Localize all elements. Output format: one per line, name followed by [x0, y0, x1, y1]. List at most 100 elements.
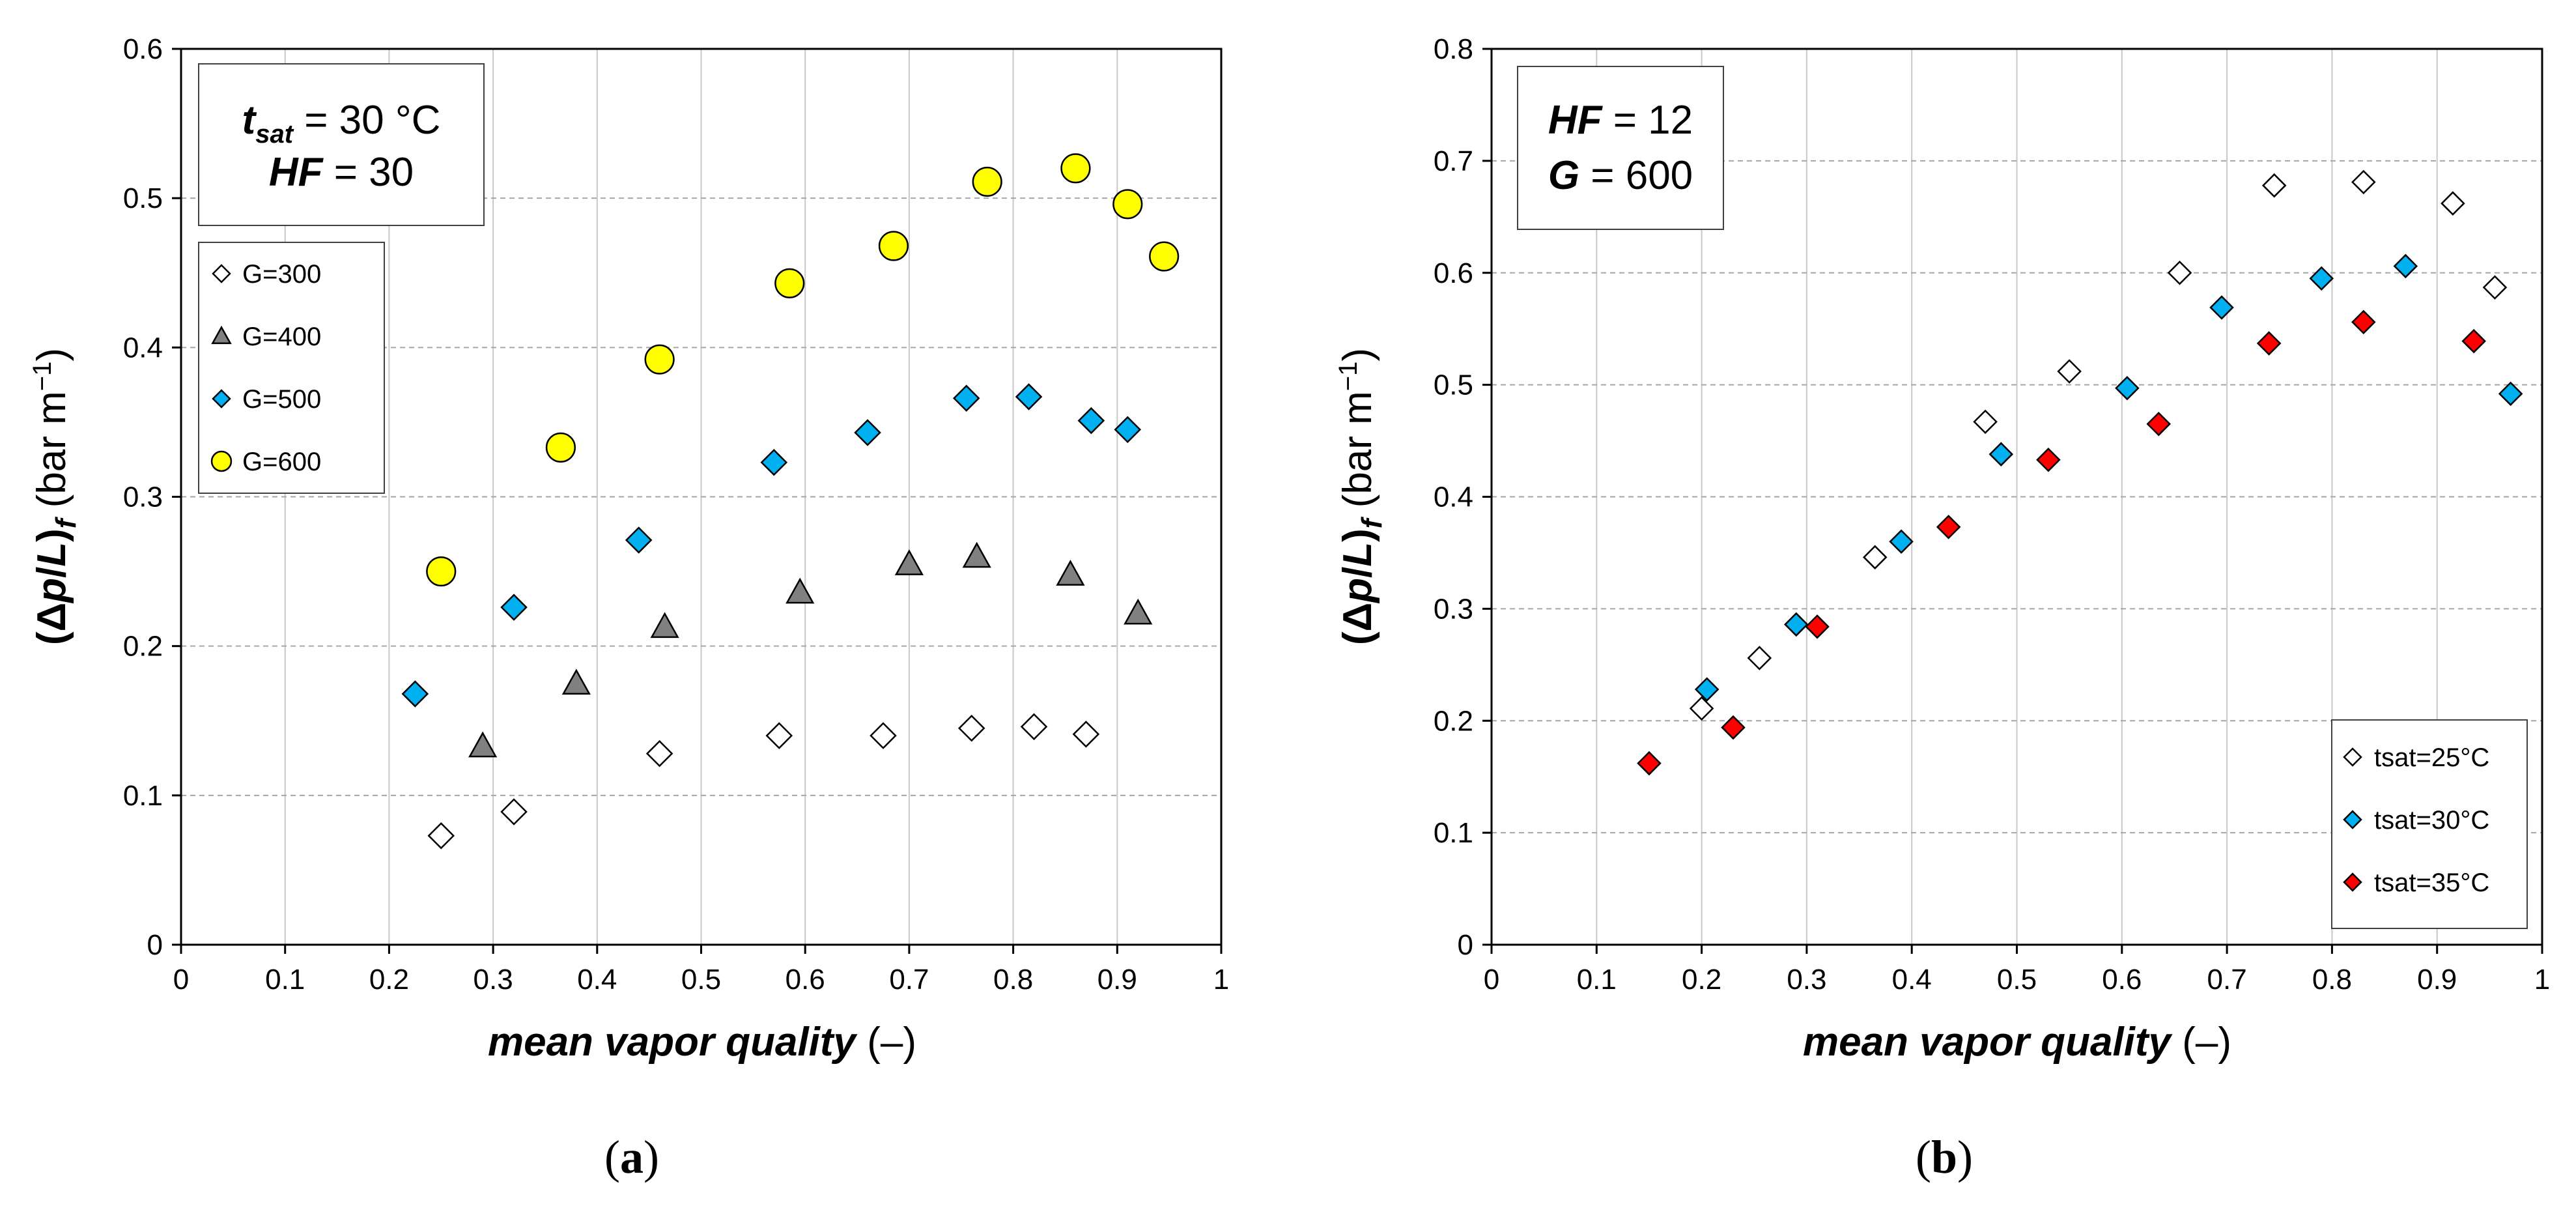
y-tick-label: 0.1	[123, 780, 163, 812]
data-point-tsat-30-c-b	[1784, 612, 1809, 637]
info-box-b: HF = 12 G = 600	[1517, 66, 1724, 230]
info-value-hf-a: = 30	[323, 150, 414, 195]
legend-marker-tsat-30-c-b	[2343, 810, 2362, 829]
y-tick-label: 0.8	[1434, 33, 1473, 65]
x-tick-label: 0.8	[993, 964, 1033, 996]
x-axis-title-b: mean vapor quality (–)	[1803, 1020, 2231, 1065]
data-point-g-300-a	[1020, 713, 1048, 741]
data-point-g-500-a	[401, 680, 429, 708]
data-point-g-300-a	[427, 822, 455, 850]
x-tick-label: 0.5	[1997, 964, 2037, 996]
data-point-tsat-35-c-b	[1936, 515, 1961, 539]
data-point-g-400-a	[561, 668, 591, 695]
info-box-a: tsat = 30 °C HF = 30	[198, 63, 485, 226]
data-point-g-500-a	[1077, 407, 1105, 435]
axis-ticks-a: 0 0.1 0.2 0.3 0.4 0.5 0.6 0.7 0.8 0.9 1 0 0.1 0.2 0.3 0…	[123, 33, 1229, 996]
legend-marker-tsat-25-c-b	[2343, 747, 2362, 767]
legend-frame-a	[198, 242, 385, 494]
data-point-g-400-a	[468, 731, 498, 758]
data-point-tsat-25-c-b	[2351, 169, 2376, 195]
data-point-g-600-a	[426, 556, 457, 587]
y-tick-label: 0.7	[1434, 145, 1473, 177]
y-tick-label: 0.6	[123, 33, 163, 65]
legend-frame-b	[2331, 719, 2528, 929]
info-var-tsat-a: t	[242, 98, 257, 143]
data-point-g-600-a	[1149, 241, 1180, 272]
data-point-tsat-30-c-b	[2115, 376, 2140, 401]
data-point-g-500-a	[760, 449, 788, 476]
data-point-tsat-25-c-b	[1973, 409, 1998, 435]
info-line-1-b: HF = 12	[1548, 98, 1693, 143]
data-point-tsat-30-c-b	[2393, 253, 2418, 279]
y-axis-title-a: (Δp/L)f (bar m−1)	[28, 348, 82, 645]
data-points-a	[401, 153, 1180, 850]
legend-label-g-500-a: G=500	[242, 385, 321, 414]
data-point-tsat-35-c-b	[2256, 331, 2282, 356]
data-point-g-600-a	[545, 432, 576, 463]
data-point-g-400-a	[1056, 560, 1085, 586]
data-point-tsat-35-c-b	[2146, 412, 2172, 437]
legend-label-g-600-a: G=600	[242, 448, 321, 476]
info-var-hf-a: HF	[269, 150, 324, 195]
grid-a	[181, 49, 1221, 945]
data-point-g-400-a	[1124, 598, 1153, 625]
data-point-tsat-30-c-b	[2498, 381, 2523, 407]
info-sub-sat-a: sat	[255, 120, 294, 149]
data-point-g-600-a	[972, 166, 1002, 197]
data-points-b	[1637, 169, 2523, 776]
x-tick-label: 0.9	[2417, 964, 2457, 996]
data-point-tsat-30-c-b	[1889, 529, 1914, 554]
legend-b: tsat=25°C tsat=30°C tsat=35°C	[2331, 719, 2528, 929]
legend-label-g-400-a: G=400	[242, 323, 321, 351]
x-tick-label: 0.8	[2312, 964, 2352, 996]
legend-label-tsat-30-c-b: tsat=30°C	[2374, 806, 2489, 835]
data-point-tsat-35-c-b	[1637, 751, 1662, 776]
x-tick-label: 0.6	[786, 964, 825, 996]
data-point-tsat-25-c-b	[1862, 545, 1888, 570]
data-point-g-600-a	[1112, 189, 1143, 220]
data-point-g-400-a	[894, 549, 924, 575]
info-value-tsat-a: = 30 °C	[293, 98, 440, 143]
data-point-tsat-35-c-b	[2351, 309, 2376, 335]
x-tick-label: 0.9	[1097, 964, 1137, 996]
x-tick-label: 1	[2534, 964, 2550, 996]
data-point-tsat-25-c-b	[2441, 191, 2465, 216]
data-point-g-300-a	[500, 798, 528, 825]
data-point-tsat-25-c-b	[2261, 173, 2287, 198]
x-tick-label: 0.1	[1577, 964, 1617, 996]
info-var-g-b: G	[1548, 153, 1579, 198]
data-point-tsat-25-c-b	[1747, 646, 1772, 670]
info-box-frame-a	[198, 63, 485, 226]
legend-label-tsat-25-c-b: tsat=25°C	[2374, 743, 2489, 772]
data-point-g-300-a	[957, 714, 985, 742]
legend-items-b: tsat=25°C tsat=30°C tsat=35°C	[2343, 743, 2489, 897]
x-tick-label: 0.2	[369, 964, 409, 996]
panel-label-a: (a)	[604, 1131, 659, 1183]
data-point-tsat-35-c-b	[1721, 715, 1746, 740]
x-tick-label: 0.4	[1892, 964, 1932, 996]
info-line-2-a: HF = 30	[269, 150, 414, 195]
data-point-tsat-30-c-b	[2209, 295, 2234, 320]
data-point-tsat-25-c-b	[2167, 260, 2192, 285]
data-point-tsat-25-c-b	[2482, 275, 2508, 300]
y-tick-label: 0.2	[123, 631, 163, 663]
panel-label-b: (b)	[1916, 1131, 1973, 1183]
legend-items-a: G=300 G=400 G=500 G=600	[210, 260, 321, 476]
data-point-g-400-a	[962, 541, 991, 568]
data-point-tsat-35-c-b	[1805, 614, 1830, 639]
x-tick-label: 0.7	[2207, 964, 2247, 996]
y-tick-label: 0.3	[123, 481, 163, 513]
data-point-tsat-30-c-b	[2309, 266, 2334, 291]
y-tick-label: 0	[1458, 929, 1473, 961]
chart-panel-a: 0 0.1 0.2 0.3 0.4 0.5 0.6 0.7 0.8 0.9 1 0 0.1 0.2 0.3 0…	[28, 33, 1229, 1183]
axis-ticks-b: 0 0.1 0.2 0.3 0.4 0.5 0.6 0.7 0.8 0.9 1 0 0.1 0.2 0.3 0…	[1434, 33, 2550, 996]
info-box-frame-b	[1517, 66, 1724, 230]
y-tick-label: 0.1	[1434, 817, 1473, 849]
data-point-g-600-a	[774, 268, 805, 298]
x-tick-label: 0	[1484, 964, 1499, 996]
data-point-tsat-25-c-b	[1689, 696, 1714, 721]
x-tick-label: 0.2	[1682, 964, 1721, 996]
y-tick-label: 0.2	[1434, 705, 1473, 737]
data-point-g-500-a	[952, 384, 980, 412]
data-point-tsat-35-c-b	[2461, 328, 2486, 354]
